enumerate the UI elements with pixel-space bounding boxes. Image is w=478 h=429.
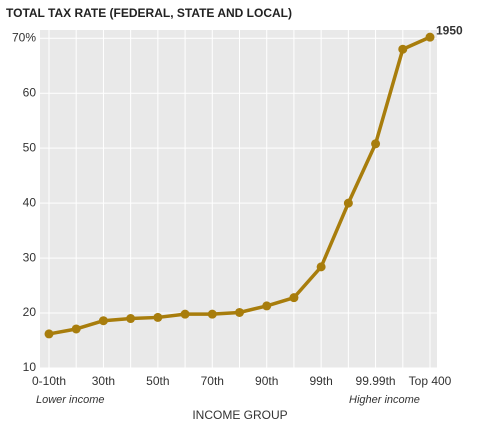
chart-title: TOTAL TAX RATE (FEDERAL, STATE AND LOCAL… [6,6,292,20]
x-tick-label: 50th [146,374,169,388]
y-tick-label: 50 [23,140,37,154]
marker [207,309,217,319]
y-tick-label: 10 [23,360,37,374]
marker [71,324,81,334]
marker [180,309,190,319]
marker [425,32,435,42]
x-tick-label: 99th [309,374,332,388]
marker [126,314,136,324]
annotation: Higher income [349,394,420,406]
marker [235,307,244,317]
x-tick-label: 30th [92,374,115,388]
y-tick-label: 60 [23,85,37,99]
marker [371,139,381,149]
x-tick-label: 0-10th [32,374,66,388]
marker [44,329,54,339]
annotation: 1950 [436,23,463,37]
x-tick-label: 99.99th [356,374,396,388]
marker [98,316,108,326]
x-tick-label: 70th [201,374,224,388]
x-tick-label: 90th [255,374,278,388]
marker [289,293,299,303]
marker [316,262,326,272]
marker [153,312,163,322]
y-tick-label: 30 [23,250,37,264]
marker [262,301,272,311]
x-axis-label: INCOME GROUP [192,408,287,422]
x-tick-label: Top 400 [409,374,452,388]
annotation: Lower income [36,394,104,406]
y-tick-label: 20 [23,305,37,319]
plot-area [40,30,437,368]
marker [398,44,408,54]
y-tick-label: 70% [12,30,36,44]
y-tick-label: 40 [23,195,37,209]
marker [343,198,353,208]
